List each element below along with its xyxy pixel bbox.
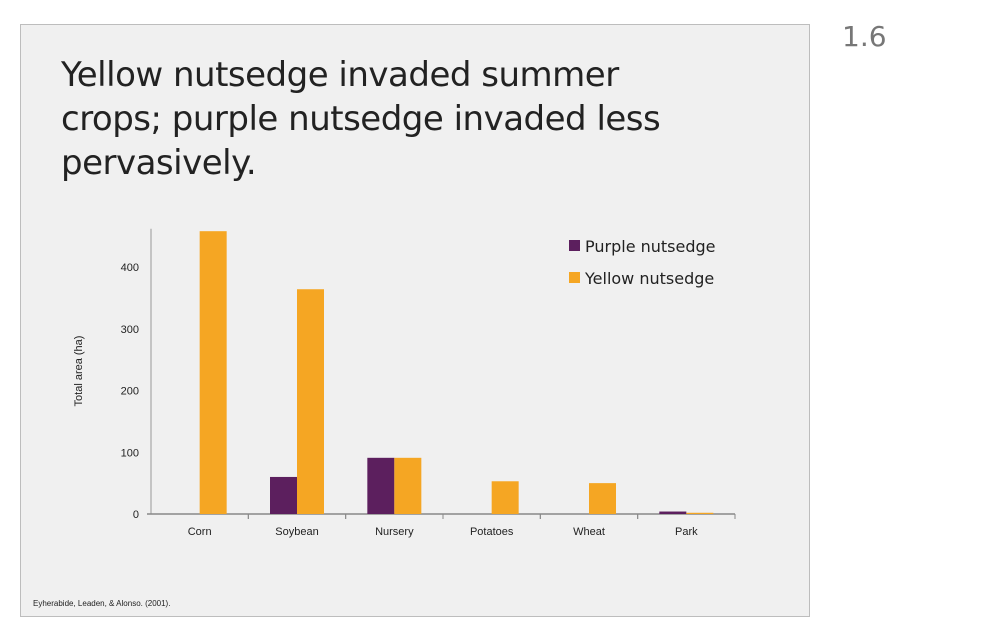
legend-swatch	[569, 272, 580, 283]
bar-purple-nutsedge	[659, 511, 687, 514]
legend-label: Yellow nutsedge	[584, 269, 714, 288]
y-tick-label: 100	[121, 447, 139, 459]
x-tick-label: Park	[675, 526, 698, 538]
y-tick-label: 300	[121, 324, 139, 336]
bar-yellow-nutsedge	[297, 289, 324, 514]
y-tick-label: 200	[121, 386, 139, 398]
x-tick-label: Potatoes	[470, 526, 514, 538]
bar-yellow-nutsedge	[589, 483, 616, 514]
x-tick-label: Nursery	[375, 526, 414, 538]
bar-yellow-nutsedge	[199, 231, 227, 514]
x-tick-label: Wheat	[573, 526, 605, 538]
page-number: 1.6	[842, 20, 887, 53]
legend-label: Purple nutsedge	[585, 237, 716, 256]
x-tick-label: Corn	[188, 526, 212, 538]
chart-title: Yellow nutsedge invaded summer crops; pu…	[61, 55, 661, 183]
bar-purple-nutsedge	[270, 476, 297, 514]
y-axis-label: Total area (ha)	[73, 336, 85, 407]
y-tick-label: 400	[121, 262, 139, 274]
bar-yellow-nutsedge	[686, 512, 714, 514]
citation: Eyherabide, Leaden, & Alonso. (2001).	[33, 599, 171, 608]
legend-swatch	[569, 240, 580, 251]
bar-yellow-nutsedge	[394, 457, 422, 514]
y-tick-label: 0	[133, 509, 139, 521]
x-tick-label: Soybean	[275, 526, 318, 538]
slide: Yellow nutsedge invaded summer crops; pu…	[20, 24, 810, 617]
bar-yellow-nutsedge	[491, 481, 519, 514]
bar-purple-nutsedge	[367, 457, 395, 514]
